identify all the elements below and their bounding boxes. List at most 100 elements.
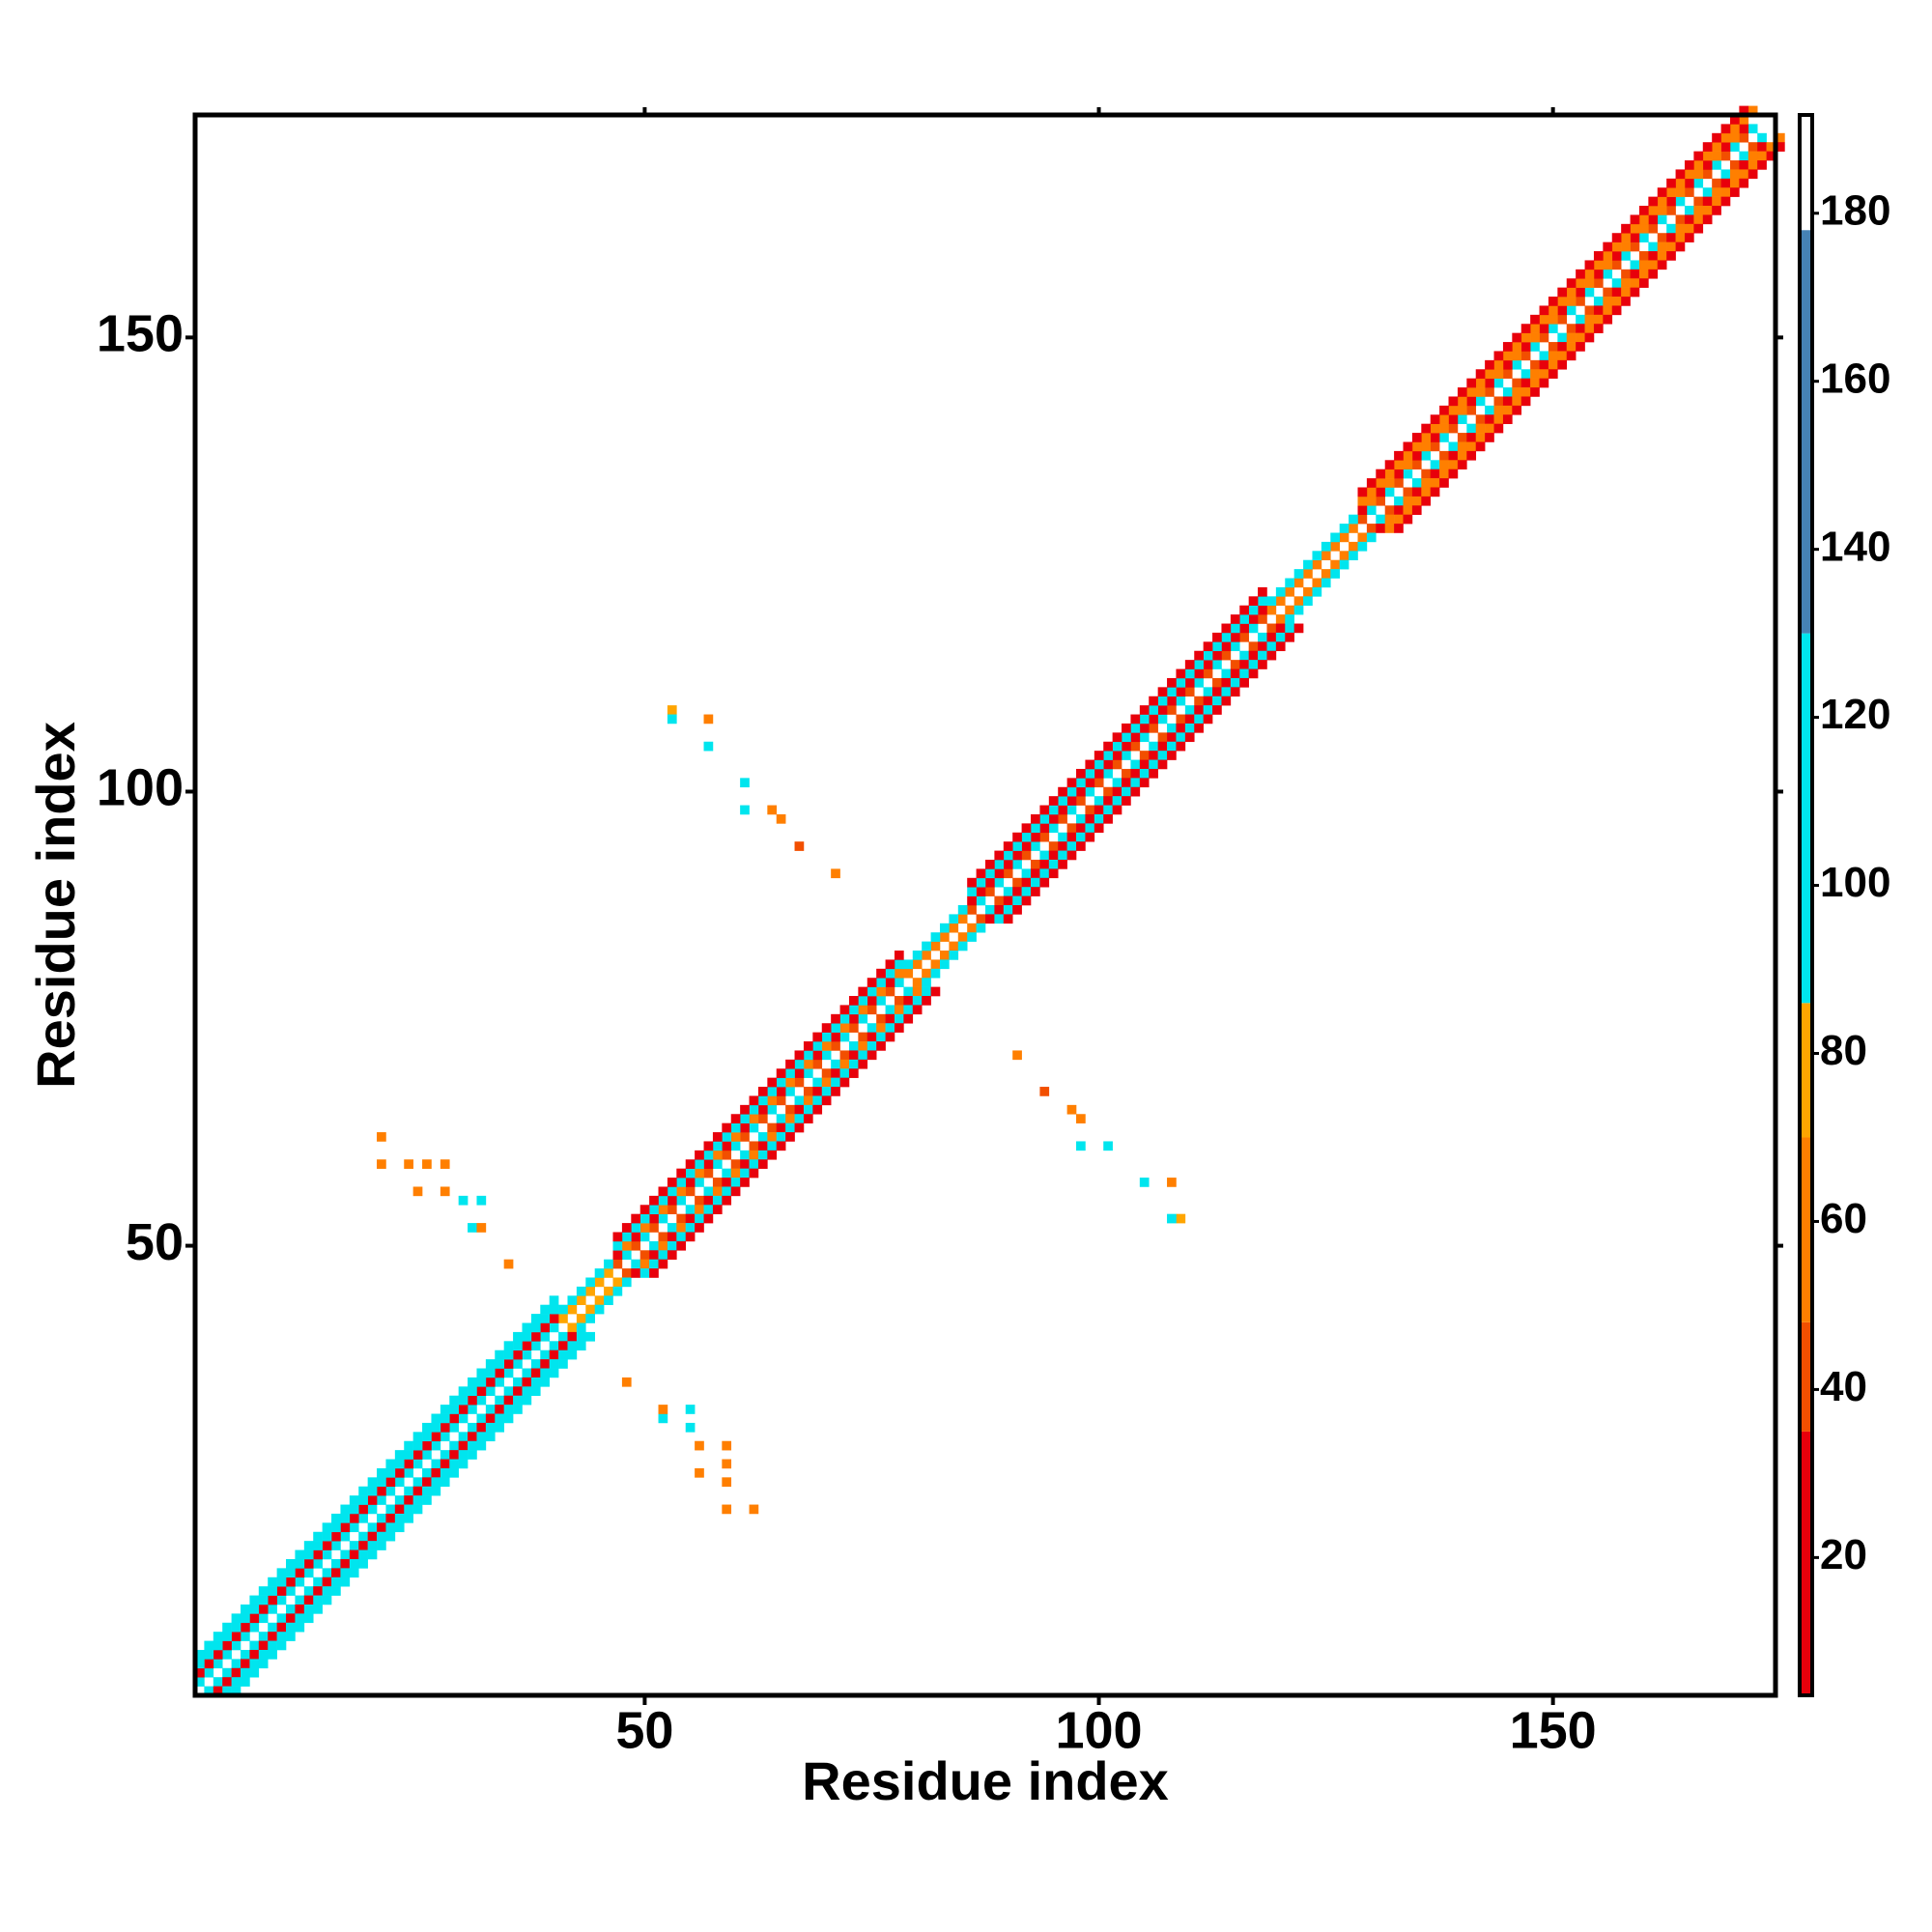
cell [449, 1459, 459, 1469]
cell [1176, 741, 1186, 752]
cell [1212, 687, 1222, 697]
cell [922, 986, 931, 997]
cell [513, 1359, 523, 1369]
cell [639, 1250, 650, 1260]
cell [340, 1577, 351, 1587]
cell [449, 1413, 459, 1424]
cell [848, 1050, 859, 1061]
cell [1548, 314, 1558, 325]
cell [812, 1095, 823, 1106]
cell [1675, 233, 1686, 242]
cell [1293, 569, 1304, 579]
cell [1275, 632, 1286, 642]
cell [1584, 287, 1595, 298]
cell [1439, 433, 1449, 442]
cell [449, 1395, 459, 1406]
cell [703, 1168, 714, 1179]
cell [1411, 478, 1422, 488]
cell [567, 1322, 578, 1333]
cell [1593, 251, 1604, 261]
cell [722, 1122, 732, 1133]
cell [276, 1568, 287, 1578]
cell [1457, 450, 1467, 461]
cell [1530, 378, 1540, 388]
cell [1194, 714, 1204, 724]
cell [503, 1413, 514, 1424]
cell [1448, 396, 1459, 407]
cell [703, 1213, 714, 1224]
cell [1221, 632, 1232, 642]
cell [1720, 151, 1731, 161]
cell [722, 1141, 732, 1151]
cell [685, 1178, 696, 1187]
cell [1448, 423, 1459, 434]
cell [213, 1677, 223, 1687]
cell [549, 1359, 559, 1369]
cell [1520, 369, 1531, 379]
cell [549, 1322, 559, 1333]
cell [1475, 369, 1486, 379]
cell [1376, 478, 1386, 488]
cell [1031, 868, 1040, 879]
cell [957, 932, 968, 942]
colorbar-tick-label: 80 [1820, 1027, 1867, 1074]
cell [1403, 469, 1413, 479]
cell [1512, 359, 1522, 370]
cell [658, 1205, 668, 1214]
cell [1048, 850, 1059, 861]
x-axis-label: Residue index [802, 1750, 1169, 1811]
cell [749, 1114, 759, 1123]
cell [876, 968, 886, 979]
colorbar-segment [1800, 1137, 1812, 1322]
cell [268, 1640, 277, 1651]
cell [1757, 160, 1767, 170]
cell [1103, 741, 1113, 752]
cell [1657, 242, 1667, 252]
cell [1112, 805, 1122, 815]
cell [649, 1195, 659, 1206]
cell [503, 1359, 514, 1369]
cell [1566, 305, 1577, 316]
cell [485, 1377, 496, 1387]
cell [1675, 169, 1686, 180]
cell [258, 1613, 269, 1624]
cell [530, 1322, 541, 1333]
cell [885, 1005, 895, 1015]
cell [1203, 714, 1213, 724]
cell [594, 1277, 605, 1288]
cell [1312, 559, 1322, 570]
cell [639, 1213, 650, 1224]
colorbar-segment [1800, 115, 1812, 231]
cell [1430, 423, 1440, 434]
cell [195, 1677, 205, 1687]
cell [985, 868, 995, 879]
cell [1394, 469, 1404, 479]
cell [1139, 1178, 1150, 1187]
cell [1012, 832, 1022, 842]
cell [1548, 369, 1558, 379]
cell [522, 1377, 532, 1387]
cell [222, 1677, 232, 1687]
cell [631, 1213, 641, 1224]
cell [621, 1268, 632, 1278]
cell [522, 1331, 532, 1342]
cell [930, 986, 941, 997]
cell [1103, 759, 1113, 770]
cell [1621, 242, 1631, 252]
cell [1466, 433, 1477, 442]
cell [458, 1413, 469, 1424]
cell [440, 1422, 450, 1433]
cell [1530, 332, 1540, 343]
cell [594, 1304, 605, 1315]
cell [1021, 895, 1032, 906]
cell [349, 1558, 359, 1569]
cell [1457, 460, 1467, 469]
cell [658, 1186, 668, 1197]
cell [340, 1531, 351, 1542]
cell [303, 1586, 314, 1596]
cell [749, 1141, 759, 1151]
cell [1076, 796, 1086, 806]
cell [1149, 741, 1158, 752]
cell [1475, 414, 1486, 424]
cell [313, 1586, 323, 1596]
